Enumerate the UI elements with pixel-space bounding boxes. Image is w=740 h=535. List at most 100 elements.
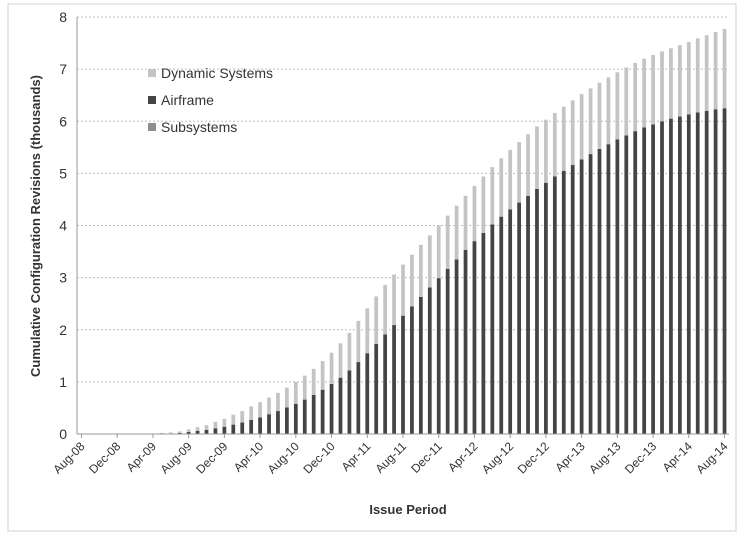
bar-dynamic-systems <box>276 392 280 412</box>
bar-airframe <box>365 353 370 434</box>
bar-airframe <box>213 428 218 434</box>
bar-dynamic-systems <box>365 308 370 354</box>
bar-dynamic-systems <box>186 429 191 432</box>
y-tick-label: 4 <box>59 218 67 234</box>
bar-dynamic-systems <box>401 264 405 316</box>
bar-dynamic-systems <box>722 28 727 109</box>
bar-airframe <box>588 154 593 434</box>
bar-dynamic-systems <box>436 225 441 279</box>
bar-airframe <box>526 195 530 434</box>
bar-dynamic-systems <box>678 45 682 117</box>
bar-dynamic-systems <box>231 414 236 425</box>
bar-dynamic-systems <box>508 149 513 210</box>
bar-airframe <box>624 135 629 435</box>
bar-airframe <box>320 389 325 434</box>
bar-dynamic-systems <box>642 58 647 128</box>
bar-dynamic-systems <box>669 48 673 119</box>
bar-dynamic-systems <box>338 343 343 378</box>
bar-dynamic-systems <box>615 72 620 140</box>
bar-airframe <box>669 118 673 435</box>
y-tick-label: 0 <box>59 426 67 442</box>
bar-airframe <box>472 241 477 434</box>
y-tick-label: 8 <box>59 9 67 25</box>
bar-dynamic-systems <box>481 176 486 233</box>
bar-airframe <box>499 216 504 434</box>
bar-dynamic-systems <box>606 77 611 145</box>
bar-dynamic-systems <box>383 284 388 335</box>
bar-airframe <box>329 383 334 434</box>
bar-dynamic-systems <box>552 112 557 177</box>
bar-dynamic-systems <box>258 402 262 418</box>
bar-airframe <box>695 112 700 435</box>
bar-airframe <box>713 109 718 434</box>
bar-dynamic-systems <box>597 82 602 149</box>
bar-dynamic-systems <box>374 296 379 344</box>
bar-airframe <box>392 325 396 434</box>
bar-airframe <box>293 403 298 434</box>
bar-airframe <box>552 176 557 434</box>
bar-airframe <box>383 334 388 434</box>
bar-airframe <box>276 411 280 434</box>
bar-airframe <box>490 224 495 434</box>
bar-dynamic-systems <box>293 381 298 404</box>
bar-airframe <box>722 108 727 434</box>
bar-airframe <box>633 131 638 434</box>
bars <box>151 28 727 435</box>
bar-dynamic-systems <box>410 254 414 307</box>
bar-dynamic-systems <box>561 106 566 171</box>
bar-airframe <box>249 419 254 434</box>
bar-airframe <box>338 377 343 434</box>
legend-swatch <box>148 123 156 131</box>
bar-airframe <box>302 399 307 434</box>
bar-airframe <box>204 429 209 434</box>
bar-dynamic-systems <box>579 94 584 160</box>
bar-airframe <box>704 110 709 434</box>
bar-airframe <box>660 121 664 434</box>
bar-dynamic-systems <box>695 38 700 113</box>
bar-dynamic-systems <box>249 406 254 420</box>
bar-dynamic-systems <box>704 35 709 111</box>
bar-dynamic-systems <box>633 62 638 132</box>
bar-airframe <box>195 430 200 434</box>
bar-dynamic-systems <box>302 375 307 400</box>
bar-airframe <box>606 144 611 434</box>
bar-dynamic-systems <box>267 397 271 415</box>
bar-dynamic-systems <box>624 67 629 136</box>
bar-dynamic-systems <box>392 274 396 326</box>
y-axis-label: Cumulative Configuration Revisions (thou… <box>28 75 43 377</box>
bar-dynamic-systems <box>499 158 504 217</box>
legend-label: Subsystems <box>161 119 237 135</box>
bar-dynamic-systems <box>517 142 521 203</box>
bar-airframe <box>186 431 191 434</box>
bar-dynamic-systems <box>418 244 423 297</box>
bar-airframe <box>436 278 441 434</box>
bar-airframe <box>686 114 691 434</box>
bar-airframe <box>642 127 647 434</box>
bar-dynamic-systems <box>285 387 289 408</box>
y-tick-label: 3 <box>59 270 67 286</box>
bar-dynamic-systems <box>204 425 209 430</box>
bar-dynamic-systems <box>168 432 173 434</box>
bar-dynamic-systems <box>570 100 575 166</box>
bar-dynamic-systems <box>311 368 316 395</box>
bar-airframe <box>651 124 655 434</box>
y-tick-labels: 0 1 2 3 4 5 6 7 8 <box>59 9 67 442</box>
bar-airframe <box>374 343 379 434</box>
bar-airframe <box>544 182 548 434</box>
y-tick-label: 1 <box>59 374 67 390</box>
bar-airframe <box>570 165 575 434</box>
bar-dynamic-systems <box>427 235 432 288</box>
bar-airframe <box>561 170 566 435</box>
legend-label: Dynamic Systems <box>161 65 273 81</box>
y-tick-label: 7 <box>59 61 67 77</box>
bar-dynamic-systems <box>535 126 539 190</box>
bar-airframe <box>508 209 513 434</box>
bar-airframe <box>347 370 352 434</box>
bar-dynamic-systems <box>463 195 468 250</box>
chart-border <box>7 3 737 532</box>
bar-airframe <box>285 407 289 434</box>
x-axis-label: Issue Period <box>369 502 446 517</box>
bar-airframe <box>418 296 423 434</box>
bar-dynamic-systems <box>526 134 530 196</box>
